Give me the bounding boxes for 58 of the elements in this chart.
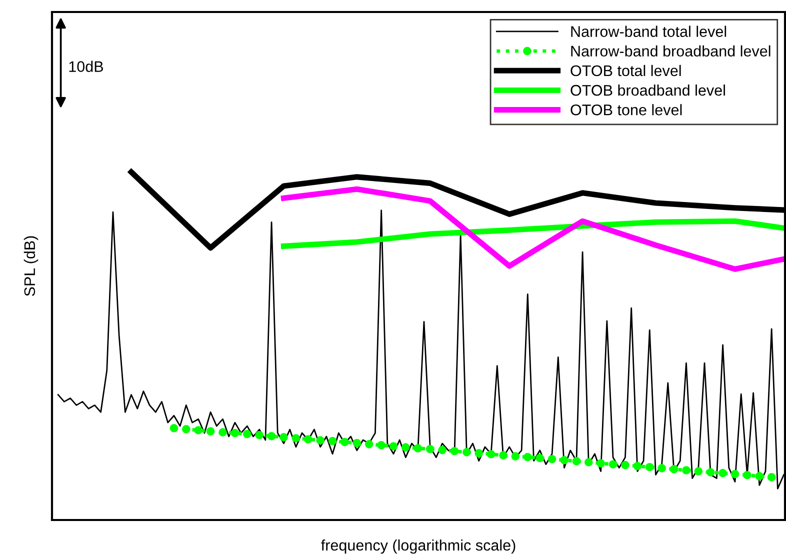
point xyxy=(426,444,434,454)
text: 10dB xyxy=(69,60,103,72)
point xyxy=(474,449,484,458)
y-axis-title: SPL (dB) xyxy=(24,236,38,296)
legend-label: OTOB broadband level xyxy=(570,84,725,96)
point xyxy=(292,434,300,442)
point xyxy=(389,442,398,450)
point xyxy=(230,428,240,438)
point xyxy=(352,438,362,448)
point xyxy=(450,446,459,456)
point xyxy=(364,440,374,448)
point xyxy=(377,441,386,450)
point xyxy=(255,430,264,440)
point xyxy=(511,452,520,460)
legend-label: Narrow-band total level xyxy=(571,26,726,37)
point xyxy=(536,454,544,462)
legend-label: Narrow-band broadband level xyxy=(571,45,770,57)
point xyxy=(340,438,349,446)
point xyxy=(548,454,556,464)
point xyxy=(706,468,715,476)
point xyxy=(621,460,630,470)
point xyxy=(645,462,654,472)
point xyxy=(486,450,496,458)
point xyxy=(767,473,776,482)
point xyxy=(267,432,276,440)
point xyxy=(560,456,568,464)
point xyxy=(316,436,324,444)
point xyxy=(499,451,508,460)
point xyxy=(633,462,642,470)
point xyxy=(194,426,203,434)
point xyxy=(280,433,288,442)
point xyxy=(730,470,740,478)
legend-label: OTOB total level xyxy=(570,64,681,76)
point xyxy=(658,464,666,472)
point xyxy=(414,444,422,452)
point xyxy=(402,443,410,452)
point xyxy=(694,467,703,476)
x-axis-title: frequency (logarithmic scale) xyxy=(321,539,516,554)
point xyxy=(242,430,252,438)
point xyxy=(218,428,227,436)
point xyxy=(718,468,727,478)
point xyxy=(304,435,312,444)
legend-label: OTOB tone level xyxy=(570,104,682,116)
point xyxy=(462,448,471,456)
point xyxy=(182,425,190,434)
point xyxy=(682,466,690,474)
point xyxy=(596,459,605,468)
point xyxy=(328,436,337,446)
point xyxy=(670,465,678,474)
point xyxy=(438,446,446,454)
point xyxy=(523,452,532,462)
point xyxy=(572,457,581,466)
point xyxy=(743,470,752,480)
point xyxy=(170,424,178,432)
point xyxy=(755,472,764,480)
point xyxy=(608,460,618,468)
point xyxy=(206,427,215,436)
point xyxy=(584,458,593,466)
